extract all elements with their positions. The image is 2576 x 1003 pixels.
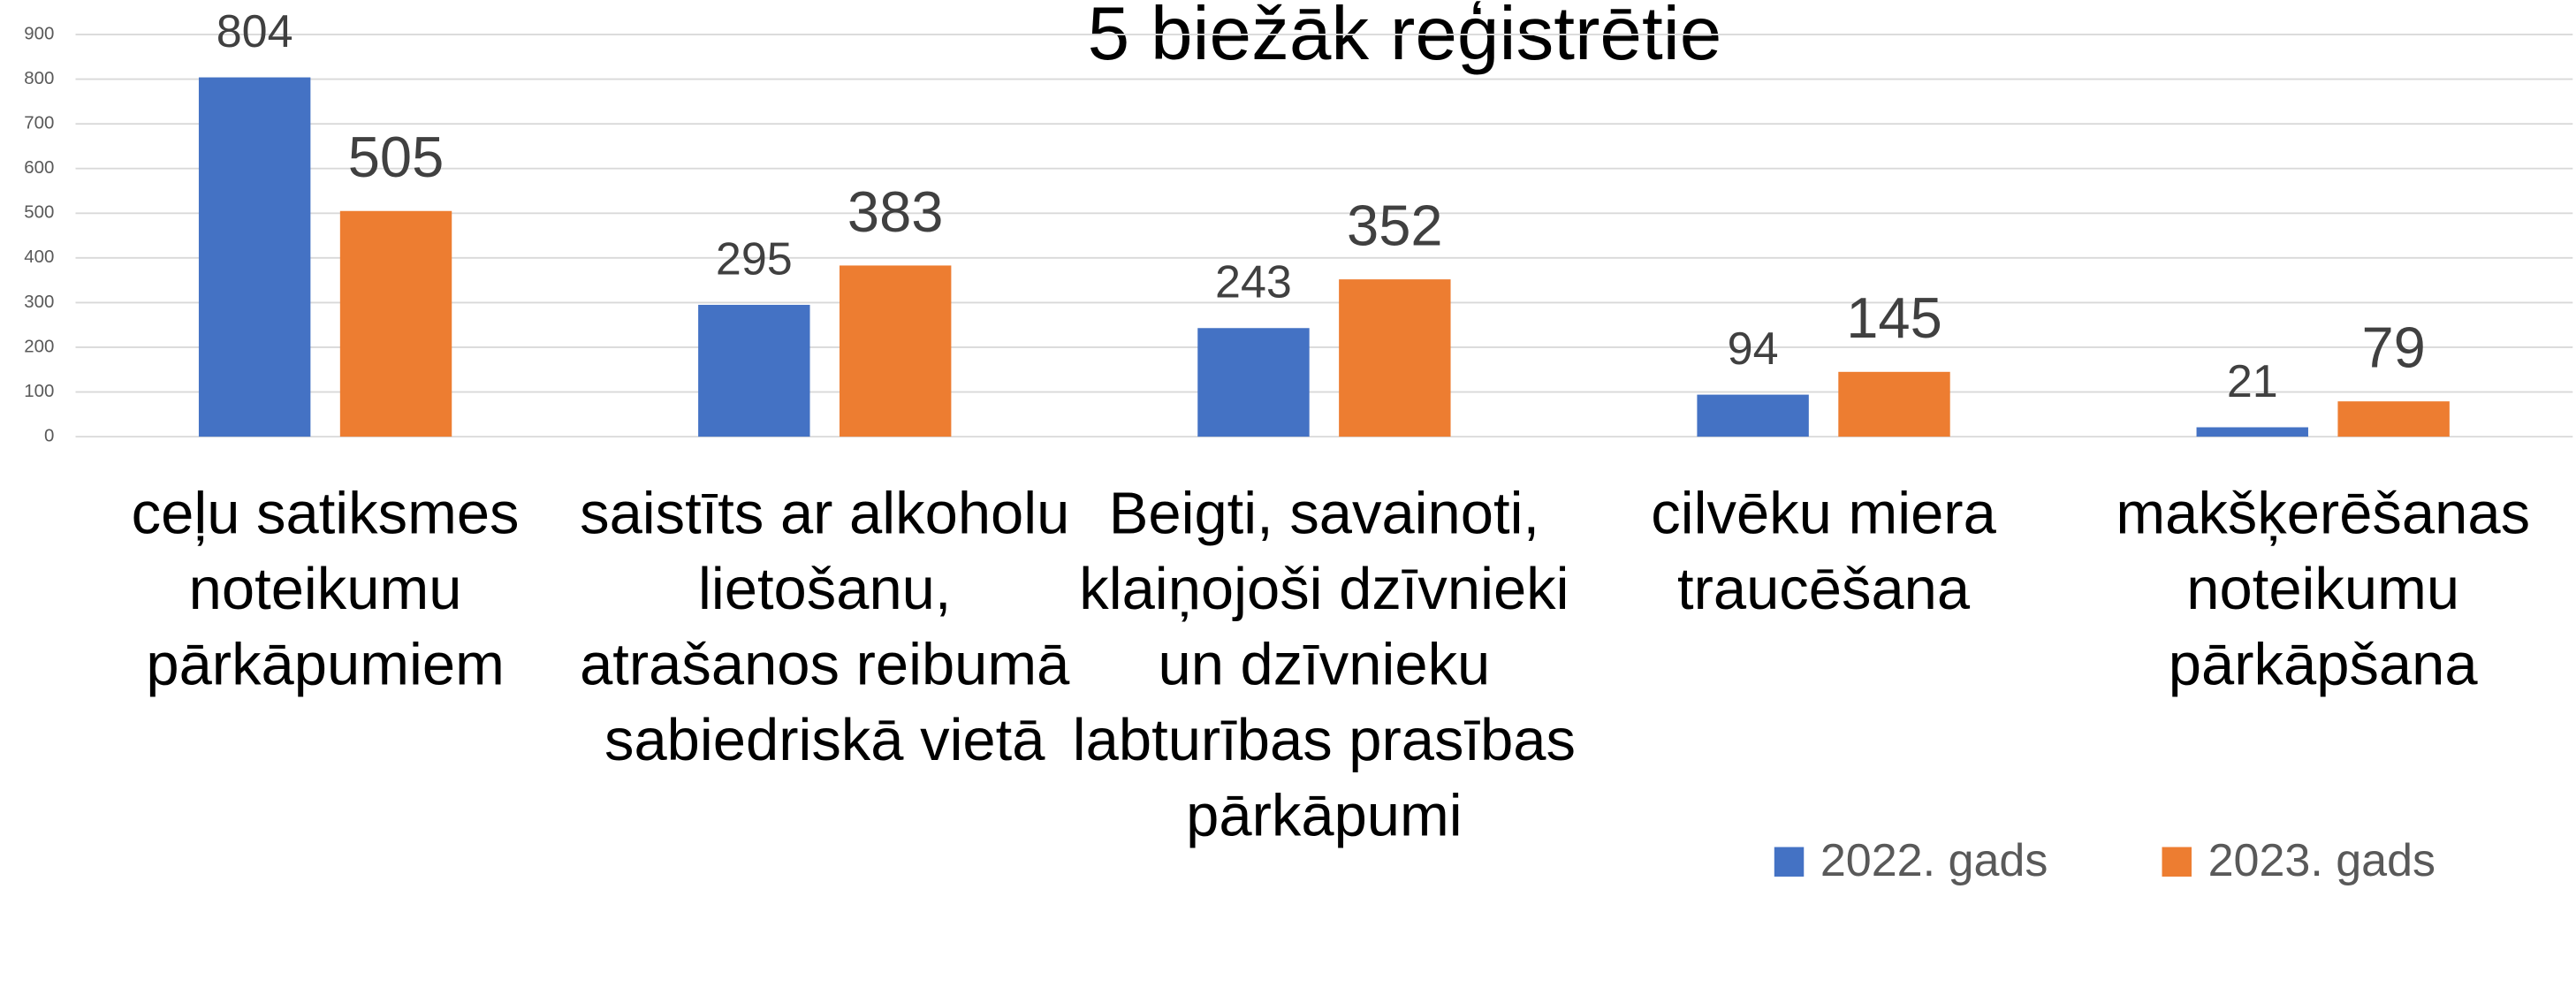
y-tick-label: 800 xyxy=(24,68,54,88)
bar xyxy=(1197,328,1310,437)
bar xyxy=(198,77,311,437)
x-tick-label-box: ceļu satiksmes noteikumu pārkāpumiem xyxy=(131,479,520,698)
x-tick-label: makšķerēšanas noteikumu pārkāpšana xyxy=(2116,479,2531,698)
data-label: 352 xyxy=(1347,194,1443,258)
bar xyxy=(2337,401,2450,437)
y-tick-label: 400 xyxy=(24,247,54,267)
y-tick-label: 500 xyxy=(24,202,54,223)
chart-title: 5 biežāk reģistrētie xyxy=(1088,0,1722,76)
bar xyxy=(2196,427,2308,437)
x-tick-label: cilvēku miera traucēšana xyxy=(1651,479,1996,623)
y-tick-label: 100 xyxy=(24,381,54,401)
bar xyxy=(339,210,452,437)
data-label: 79 xyxy=(2361,315,2425,380)
x-tick-label-box: makšķerēšanas noteikumu pārkāpšana xyxy=(2116,479,2531,698)
x-tick-label-box: saistīts ar alkoholu lietošanu, atrašano… xyxy=(580,479,1070,773)
data-label: 145 xyxy=(1846,285,1942,350)
data-label: 94 xyxy=(1728,323,1779,375)
y-tick-label: 200 xyxy=(24,336,54,356)
bar xyxy=(698,304,810,437)
x-tick-label: saistīts ar alkoholu lietošanu, atrašano… xyxy=(580,479,1070,773)
data-label: 804 xyxy=(217,6,293,57)
bar xyxy=(1838,371,1950,437)
data-label: 505 xyxy=(348,125,445,189)
bar xyxy=(1697,394,1809,437)
legend-swatch xyxy=(2162,847,2192,877)
x-tick-label: Beigti, savainoti, klaiņojoši dzīvnieki … xyxy=(1072,479,1577,849)
y-tick-label: 600 xyxy=(24,157,54,178)
y-tick-label: 300 xyxy=(24,292,54,312)
x-tick-label: ceļu satiksmes noteikumu pārkāpumiem xyxy=(131,479,520,698)
legend-label: 2022. gads xyxy=(1820,835,2048,886)
data-label: 21 xyxy=(2227,356,2278,407)
data-label: 243 xyxy=(1215,257,1292,308)
data-label: 383 xyxy=(847,179,944,244)
legend-label: 2023. gads xyxy=(2208,835,2436,886)
bar xyxy=(839,265,952,437)
y-tick-label: 900 xyxy=(24,23,54,43)
legend-swatch xyxy=(1774,847,1805,877)
data-label: 295 xyxy=(716,233,793,285)
x-tick-label-box: cilvēku miera traucēšana xyxy=(1651,479,1996,623)
bar xyxy=(1339,279,1451,437)
y-tick-label: 0 xyxy=(44,426,54,446)
x-tick-label-box: Beigti, savainoti, klaiņojoši dzīvnieki … xyxy=(1072,479,1577,849)
y-tick-label: 700 xyxy=(24,113,54,133)
